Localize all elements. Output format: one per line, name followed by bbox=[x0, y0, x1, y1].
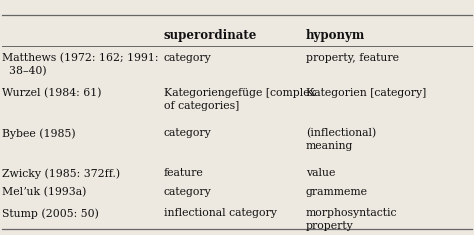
Text: Matthews (1972: 162; 1991:
  38–40): Matthews (1972: 162; 1991: 38–40) bbox=[2, 53, 159, 76]
Text: Bybee (1985): Bybee (1985) bbox=[2, 128, 76, 139]
Text: Zwicky (1985: 372ff.): Zwicky (1985: 372ff.) bbox=[2, 168, 120, 179]
Text: morphosyntactic
property: morphosyntactic property bbox=[306, 208, 397, 231]
Text: Kategorien [category]: Kategorien [category] bbox=[306, 88, 426, 98]
Text: Stump (2005: 50): Stump (2005: 50) bbox=[2, 208, 99, 219]
Text: category: category bbox=[164, 53, 211, 63]
Text: category: category bbox=[164, 128, 211, 138]
Text: value: value bbox=[306, 168, 335, 178]
Text: property, feature: property, feature bbox=[306, 53, 399, 63]
Text: hyponym: hyponym bbox=[306, 29, 365, 42]
Text: feature: feature bbox=[164, 168, 203, 178]
Text: Melʼuk (1993a): Melʼuk (1993a) bbox=[2, 187, 87, 197]
Text: (inflectional)
meaning: (inflectional) meaning bbox=[306, 128, 376, 151]
Text: superordinate: superordinate bbox=[164, 29, 257, 42]
Text: Wurzel (1984: 61): Wurzel (1984: 61) bbox=[2, 88, 102, 98]
Text: category: category bbox=[164, 187, 211, 197]
Text: grammeme: grammeme bbox=[306, 187, 368, 197]
Text: Kategoriengefüge [complex
of categories]: Kategoriengefüge [complex of categories] bbox=[164, 88, 315, 111]
Text: inflectional category: inflectional category bbox=[164, 208, 276, 218]
